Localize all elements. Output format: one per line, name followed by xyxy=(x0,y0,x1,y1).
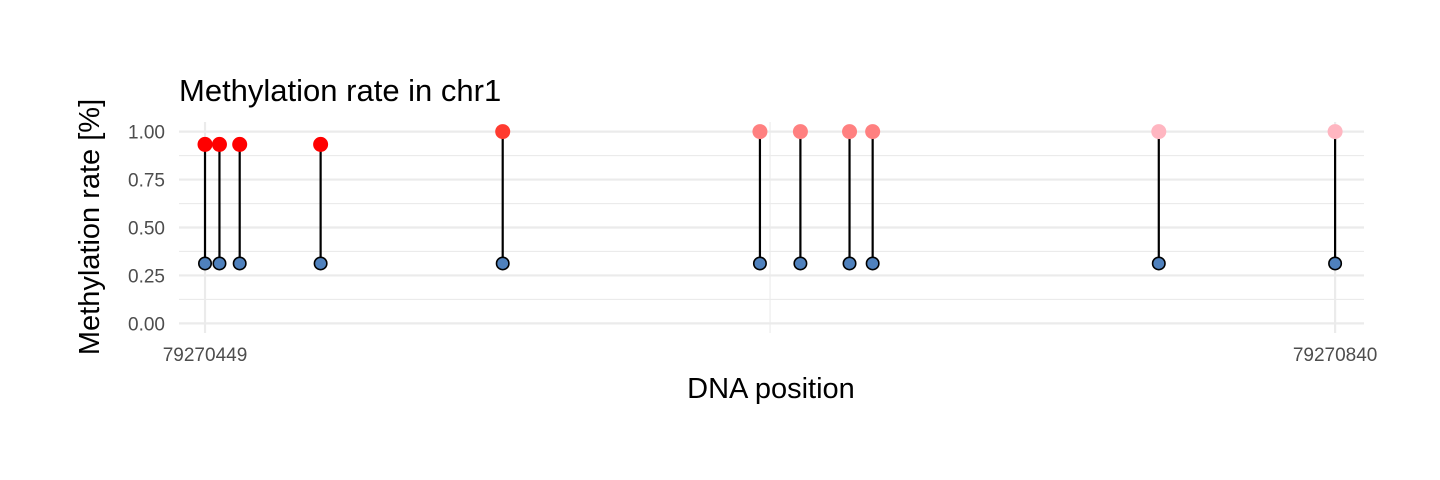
y-tick-label: 1.00 xyxy=(128,123,165,144)
y-tick-label: 0.00 xyxy=(128,314,165,335)
stem-base-point xyxy=(1328,256,1343,271)
methylation-point xyxy=(842,124,858,140)
methylation-point xyxy=(197,136,213,152)
stem-base-point xyxy=(313,256,328,271)
stem-base-point xyxy=(842,256,857,271)
x-tick-label: 79270840 xyxy=(1293,345,1378,366)
methylation-point xyxy=(1151,124,1167,140)
stem-base-point xyxy=(752,256,767,271)
chart-title: Methylation rate in chr1 xyxy=(179,73,501,108)
stem-base-point xyxy=(793,256,808,271)
stem-base-point xyxy=(212,256,227,271)
lollipop-marks xyxy=(197,124,1343,271)
stem-base-point xyxy=(865,256,880,271)
methylation-point xyxy=(232,136,248,152)
methylation-point xyxy=(313,136,329,152)
methylation-point xyxy=(752,124,768,140)
grid xyxy=(179,122,1364,333)
x-axis-title: DNA position xyxy=(687,373,855,405)
y-tick-label: 0.25 xyxy=(128,266,165,287)
stem-base-point xyxy=(495,256,510,271)
methylation-point xyxy=(495,124,511,140)
stem-base-point xyxy=(232,256,247,271)
stem-base-point xyxy=(198,256,213,271)
x-tick-label: 79270449 xyxy=(163,345,248,366)
tick-labels: 0.00 0.25 0.50 0.75 1.00 79270449 79270840 xyxy=(128,123,1377,366)
y-tick-label: 0.75 xyxy=(128,171,165,192)
y-axis-title: Methylation rate [%] xyxy=(74,99,106,355)
y-tick-label: 0.50 xyxy=(128,219,165,240)
methylation-point xyxy=(1327,124,1343,140)
methylation-point xyxy=(211,136,227,152)
stem-base-point xyxy=(1151,256,1166,271)
methylation-point xyxy=(865,124,881,140)
methylation-point xyxy=(792,124,808,140)
